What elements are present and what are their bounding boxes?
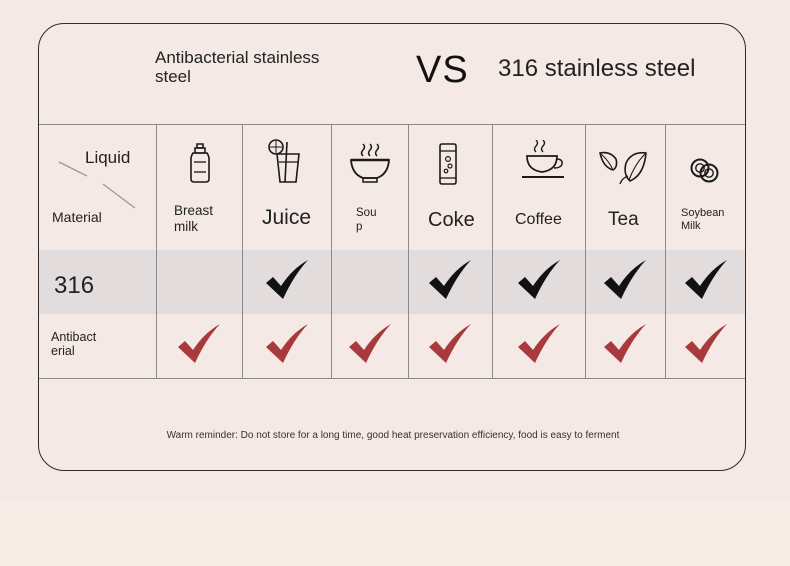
tea-leaf-icon <box>599 151 647 185</box>
steel-316-title: 316 stainless steel <box>498 55 696 82</box>
col-divider <box>242 124 243 379</box>
check-mark-icon <box>685 324 727 363</box>
comparison-card: Antibacterial stainless steel VS 316 sta… <box>38 23 746 471</box>
corner-diagonal <box>58 161 136 209</box>
col-divider <box>492 124 493 379</box>
row-label-316: 316 <box>54 272 95 299</box>
check-mark-icon <box>685 260 727 299</box>
table-bottom-line <box>39 378 745 379</box>
check-mark-icon <box>604 260 646 299</box>
col-label-coke: Coke <box>428 209 475 231</box>
warm-reminder: Warm reminder: Do not store for a long t… <box>166 430 620 441</box>
corner-liquid-label: Liquid <box>85 148 131 167</box>
col-divider <box>585 124 586 379</box>
col-label-tea: Tea <box>608 209 639 230</box>
check-mark-icon <box>604 324 646 363</box>
soda-can-icon <box>439 143 457 185</box>
check-mark-icon <box>518 260 560 299</box>
col-label-coffee: Coffee <box>515 211 562 228</box>
col-label-soybean-milk: Soybean Milk <box>681 207 725 232</box>
bottom-band <box>0 500 790 566</box>
table-top-line <box>39 124 745 125</box>
check-mark-icon <box>178 324 220 363</box>
row-label-antibacterial: Antibact erial <box>51 330 97 358</box>
check-mark-icon <box>349 324 391 363</box>
col-divider <box>665 124 666 379</box>
juice-glass-icon <box>268 139 300 183</box>
col-label-juice: Juice <box>262 206 312 229</box>
check-mark-icon <box>266 260 308 299</box>
corner-material-label: Material <box>52 209 102 225</box>
antibacterial-steel-title: Antibacterial stainless steel <box>155 48 320 86</box>
check-mark-icon <box>429 324 471 363</box>
soybeans-icon <box>690 158 719 183</box>
vs-label: VS <box>416 49 469 91</box>
col-divider <box>331 124 332 379</box>
check-mark-icon <box>518 324 560 363</box>
col-label-soup: Sou p <box>356 207 377 233</box>
col-divider <box>156 124 157 379</box>
col-divider <box>408 124 409 379</box>
soup-bowl-icon <box>350 143 390 183</box>
baby-bottle-icon <box>190 143 210 183</box>
check-mark-icon <box>266 324 308 363</box>
col-label-breast-milk: Breast milk <box>174 203 214 234</box>
coffee-cup-icon <box>522 140 564 178</box>
check-mark-icon <box>429 260 471 299</box>
